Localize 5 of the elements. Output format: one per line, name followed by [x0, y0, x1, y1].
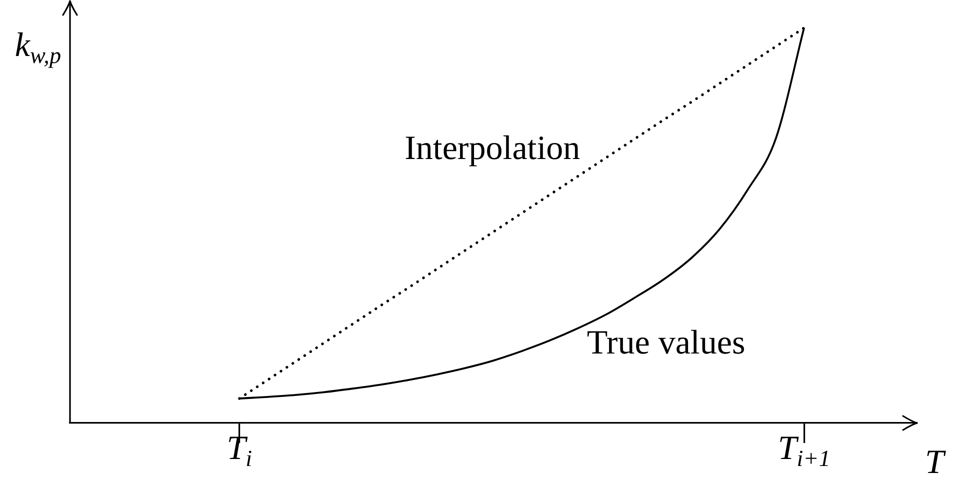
- y-axis-title: k$_{w,p}$: [14, 27, 61, 69]
- series-label: Interpolation: [404, 130, 580, 168]
- series-label: True values: [586, 324, 746, 362]
- x-axis-title: T: [925, 444, 944, 481]
- x-tick-label: T$_{i+1}$: [778, 430, 830, 472]
